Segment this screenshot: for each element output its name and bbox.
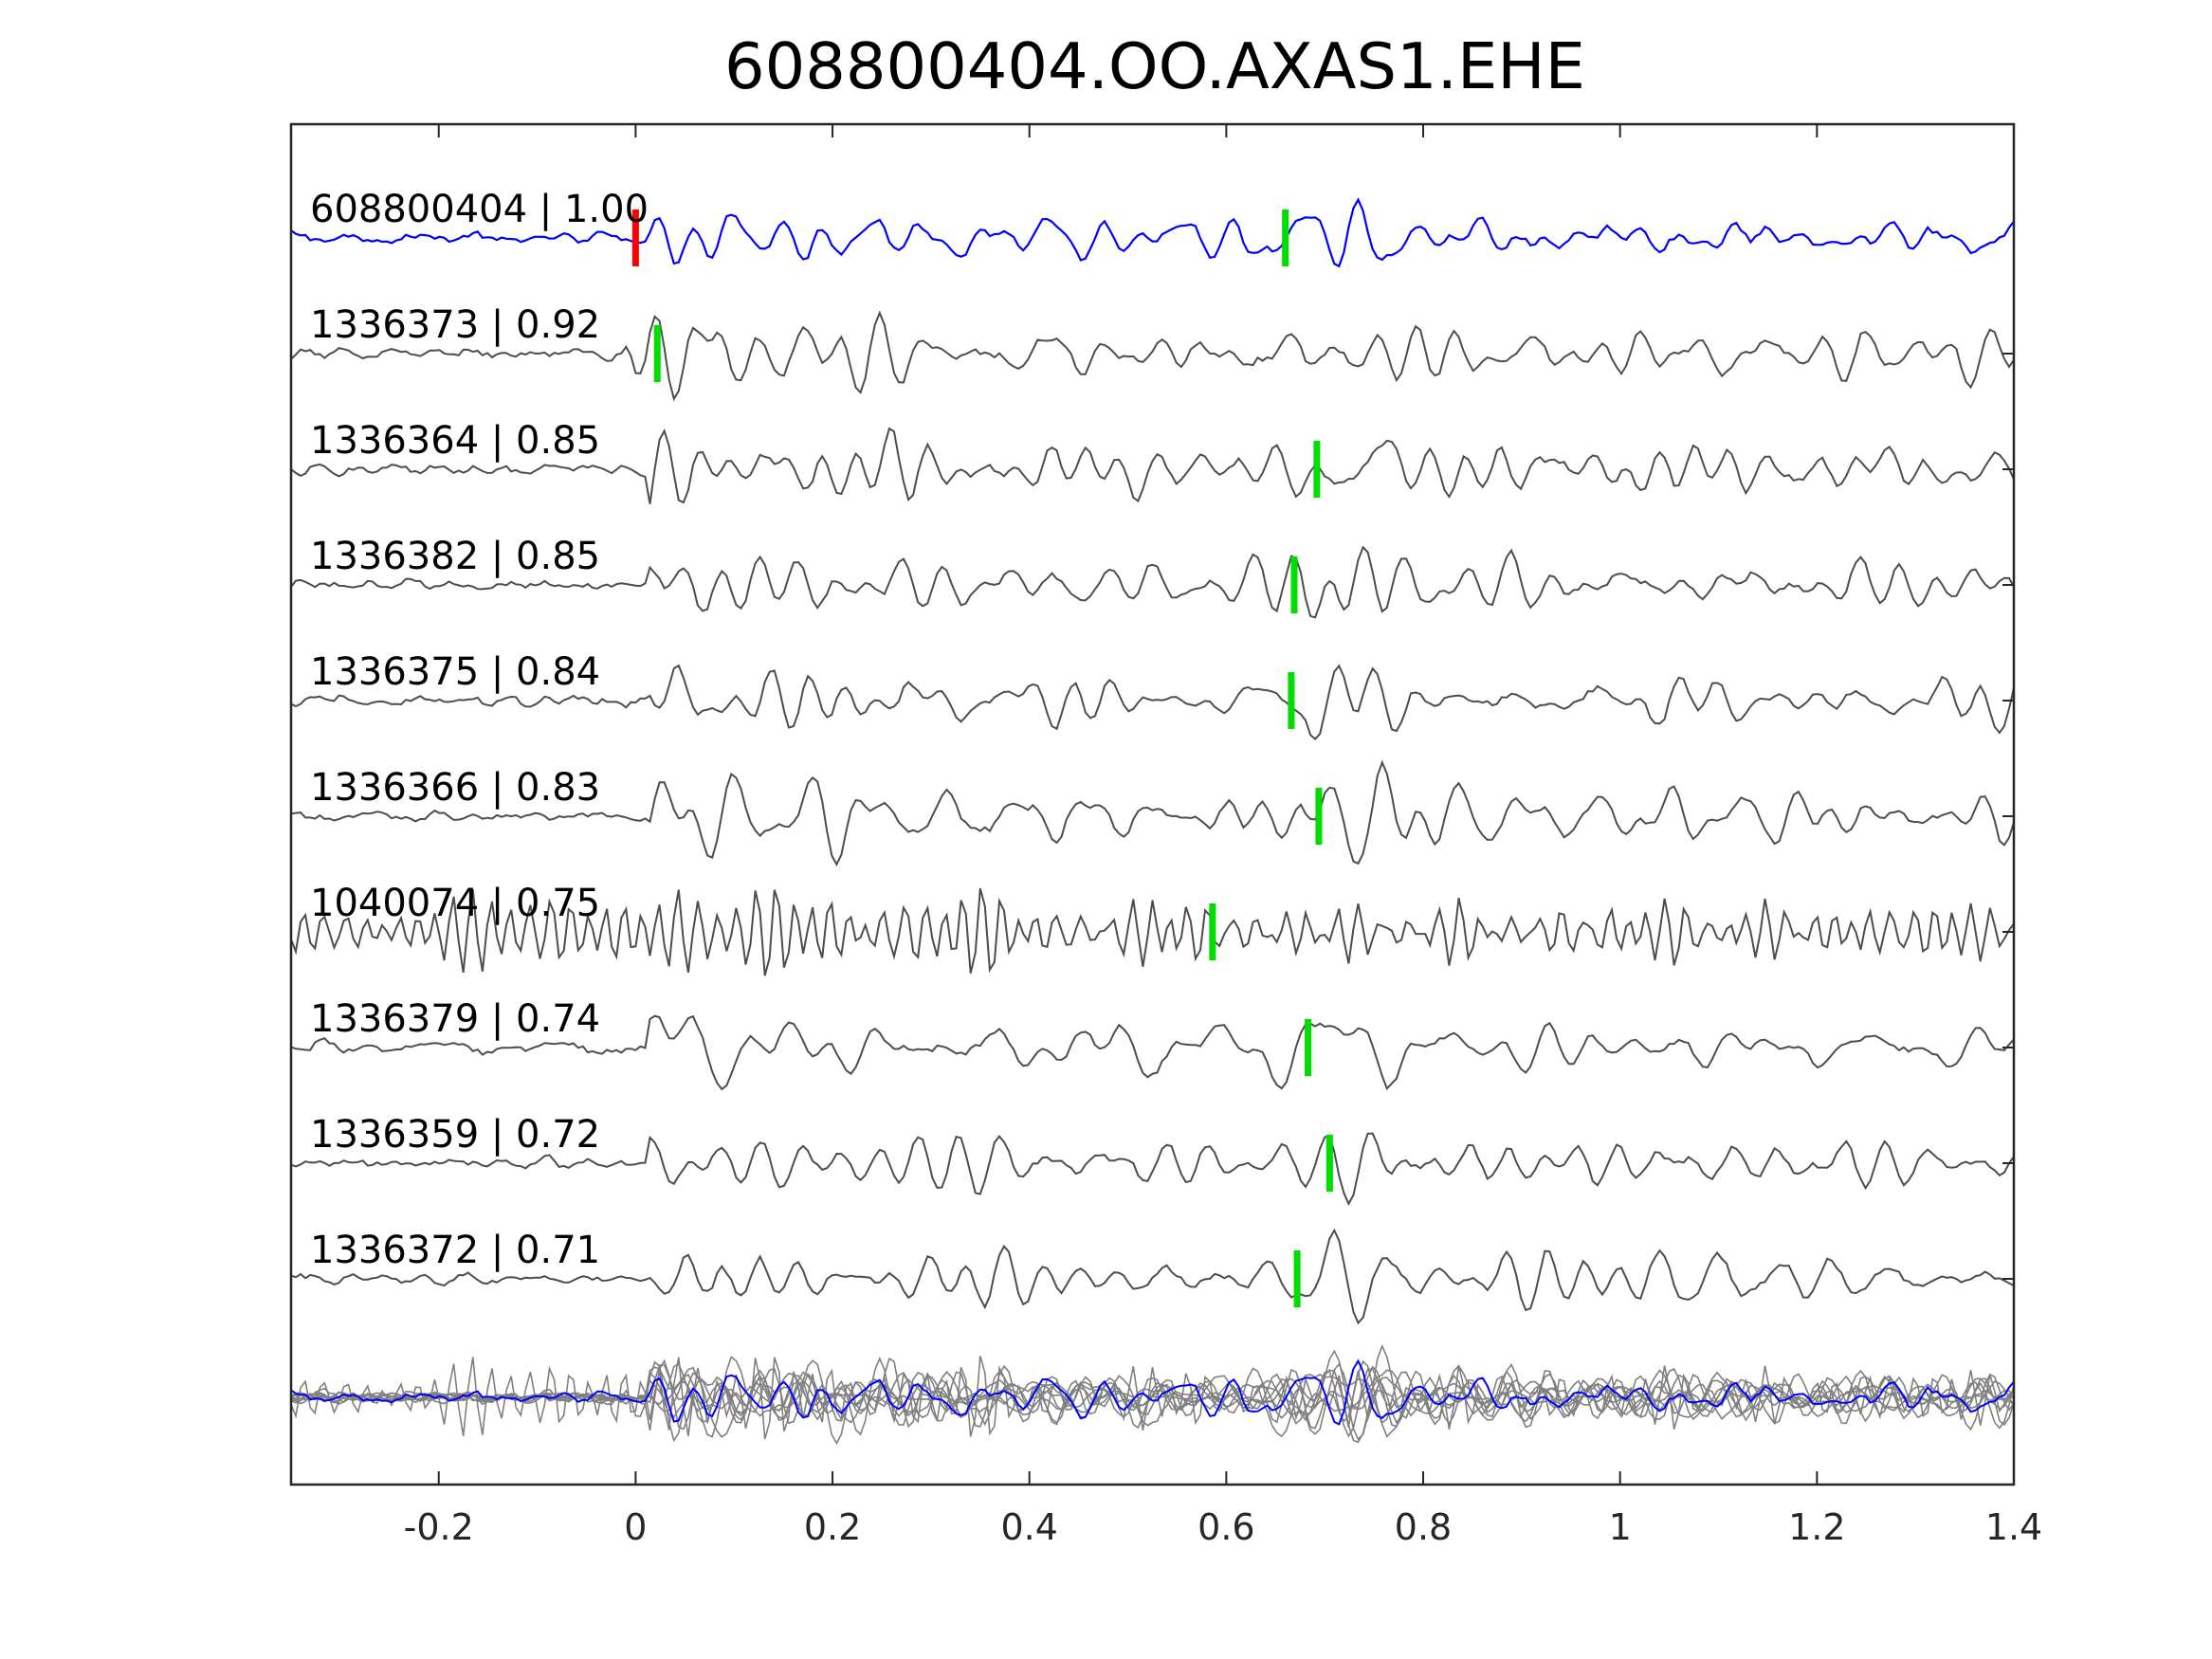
waveform-trace-1336382 bbox=[290, 545, 2015, 619]
x-tick-label: 0.2 bbox=[804, 1506, 861, 1548]
x-tick-label: 0 bbox=[624, 1506, 647, 1548]
waveform-trace-1040074 bbox=[290, 887, 2015, 976]
waveform-trace-1336359 bbox=[290, 1132, 2015, 1207]
trace-label-1336373: 1336373 | 0.92 bbox=[310, 303, 600, 347]
waveform-trace-1336364 bbox=[290, 427, 2015, 504]
trace-label-1336359: 1336359 | 0.72 bbox=[310, 1113, 600, 1157]
x-tick-label: 0.4 bbox=[1000, 1506, 1057, 1548]
waveform-trace-1336372 bbox=[290, 1228, 2015, 1325]
trace-label-1336364: 1336364 | 0.85 bbox=[310, 419, 600, 463]
stack-trace-1336366 bbox=[290, 1343, 2015, 1446]
x-tick-label: -0.2 bbox=[404, 1506, 474, 1548]
x-tick-label: 1 bbox=[1609, 1506, 1632, 1548]
trace-label-608800404: 608800404 | 1.00 bbox=[310, 188, 649, 231]
trace-labels: 608800404 | 1.00 1336373 | 0.92 1336364 | … bbox=[310, 188, 649, 1272]
stack-trace-1336379 bbox=[290, 1366, 2015, 1438]
trace-label-1336382: 1336382 | 0.85 bbox=[310, 535, 600, 578]
stack-trace-1040074 bbox=[290, 1356, 2015, 1440]
axes-frame bbox=[289, 122, 2016, 1486]
trace-label-1336372: 1336372 | 0.71 bbox=[310, 1229, 600, 1272]
trace-label-1336366: 1336366 | 0.83 bbox=[310, 766, 600, 810]
traces-layer bbox=[290, 197, 2015, 1325]
picks-layer bbox=[631, 210, 1333, 1307]
waveform-trace-608800404 bbox=[290, 197, 2015, 268]
waveform-trace-1336366 bbox=[290, 759, 2015, 866]
x-tick-label: 1.2 bbox=[1788, 1506, 1845, 1548]
stack-trace-1336372 bbox=[290, 1349, 2015, 1441]
waveform-trace-1336375 bbox=[290, 664, 2015, 741]
stack-template-trace bbox=[290, 1358, 2015, 1426]
waveform-trace-1336379 bbox=[290, 1014, 2015, 1091]
overlay-stack bbox=[290, 1343, 2015, 1446]
x-axis: -0.2 0 0.2 0.4 0.6 0.8 1 1.2 1.4 bbox=[290, 124, 2042, 1548]
waveform-trace-1336373 bbox=[290, 310, 2015, 402]
trace-label-1336375: 1336375 | 0.84 bbox=[310, 650, 600, 694]
trace-label-1040074: 1040074 | 0.75 bbox=[310, 882, 600, 925]
chart-title: 608800404.OO.AXAS1.EHE bbox=[724, 29, 1585, 103]
trace-label-1336379: 1336379 | 0.74 bbox=[310, 997, 600, 1041]
x-tick-label: 0.6 bbox=[1197, 1506, 1254, 1548]
x-tick-label: 1.4 bbox=[1985, 1506, 2042, 1548]
x-tick-label: 0.8 bbox=[1395, 1506, 1452, 1548]
